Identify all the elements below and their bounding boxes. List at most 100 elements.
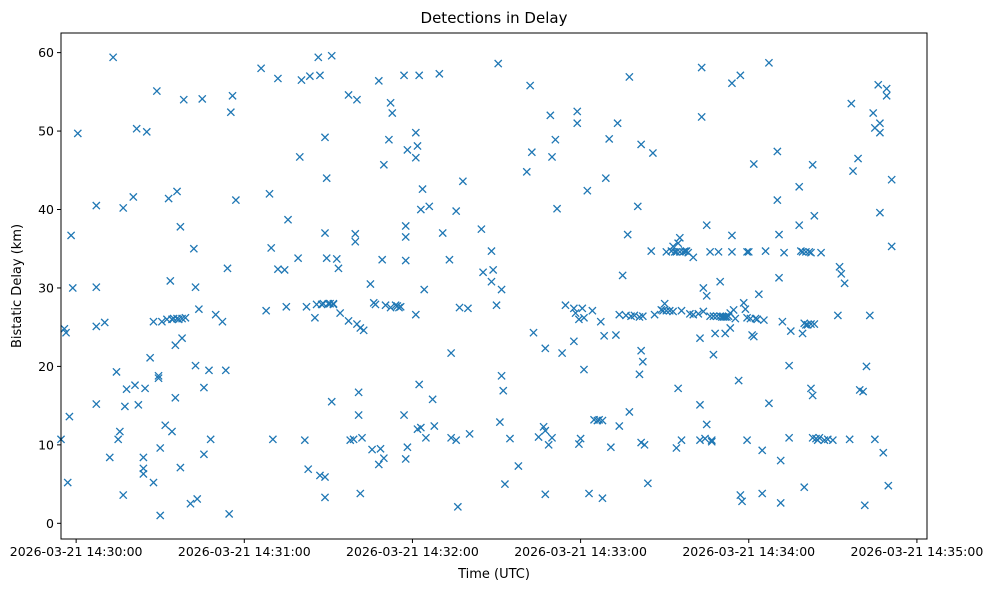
data-point-marker (411, 128, 420, 137)
data-point-marker (806, 384, 816, 393)
data-point-marker (734, 376, 743, 385)
data-point-marker (860, 501, 869, 510)
data-point-marker (583, 186, 592, 195)
data-point-marker (314, 53, 323, 62)
data-point-marker (376, 444, 385, 453)
y-tick-label: 10 (38, 437, 54, 452)
data-point-marker (541, 490, 550, 499)
data-point-marker (415, 71, 424, 80)
data-point-marker (709, 350, 718, 359)
data-point-marker (786, 327, 795, 336)
data-point-marker (552, 204, 562, 213)
data-point-marker (749, 332, 758, 341)
data-point-marker (633, 202, 642, 211)
data-point-marker (569, 304, 578, 313)
data-point-marker (785, 433, 794, 442)
data-point-marker (601, 174, 610, 183)
data-point-marker (320, 472, 330, 482)
data-point-marker (840, 279, 849, 288)
data-point-marker (495, 418, 504, 427)
data-point-marker (574, 315, 583, 324)
data-point-marker (193, 494, 202, 504)
data-point-marker (416, 205, 425, 214)
data-point-marker (795, 221, 804, 230)
data-point-marker (65, 412, 74, 421)
data-point-marker (425, 202, 434, 211)
data-point-marker (695, 400, 705, 409)
data-point-marker (194, 305, 203, 314)
y-tick-label: 60 (38, 45, 54, 60)
data-point-marker (403, 145, 412, 154)
data-point-marker (776, 498, 785, 507)
data-point-marker (706, 312, 715, 321)
data-point-marker (707, 436, 716, 445)
data-point-marker (694, 309, 703, 318)
data-point-marker (336, 309, 345, 318)
data-point-marker (329, 300, 338, 309)
data-point-marker (139, 469, 148, 478)
data-point-marker (810, 211, 819, 220)
data-point-marker (262, 306, 271, 315)
data-point-marker (729, 305, 738, 314)
data-point-marker (815, 433, 824, 442)
data-point-marker (736, 71, 745, 80)
data-point-marker (606, 443, 615, 452)
data-point-marker (702, 420, 711, 429)
data-point-marker (167, 427, 177, 436)
data-point-marker (882, 91, 891, 100)
data-point-marker (322, 254, 331, 263)
data-point-marker (166, 276, 175, 285)
data-point-marker (122, 385, 131, 394)
data-point-marker (374, 76, 383, 85)
data-point-marker (447, 349, 456, 358)
data-point-marker (726, 323, 735, 333)
data-point-marker (558, 349, 567, 358)
data-point-marker (403, 443, 412, 452)
data-point-marker (669, 242, 678, 251)
data-point-marker (226, 108, 235, 117)
data-point-marker (660, 299, 669, 308)
data-point-marker (859, 387, 868, 396)
x-tick-label: 2026-03-21 14:34:00 (682, 544, 815, 559)
data-point-marker (428, 395, 437, 404)
data-point-marker (870, 435, 879, 444)
data-point-marker (378, 255, 387, 264)
data-point-marker (675, 233, 684, 242)
data-point-marker (344, 316, 353, 325)
data-point-marker (579, 313, 589, 322)
data-point-marker (152, 86, 161, 96)
data-point-marker (225, 509, 234, 518)
data-point-marker (879, 448, 888, 457)
data-point-marker (731, 314, 740, 323)
data-point-marker (544, 440, 553, 449)
data-point-marker (379, 454, 388, 463)
data-point-marker (61, 328, 71, 337)
data-point-marker (569, 337, 578, 346)
data-point-marker (105, 453, 114, 462)
data-point-marker (658, 306, 668, 315)
data-point-marker (761, 247, 770, 256)
data-point-marker (635, 370, 644, 379)
data-point-marker (413, 141, 422, 151)
data-point-marker (204, 366, 214, 375)
data-point-marker (875, 119, 884, 128)
data-point-marker (630, 311, 639, 320)
data-point-marker (884, 481, 893, 490)
data-point-marker (273, 265, 282, 274)
data-point-marker (420, 285, 429, 294)
data-point-marker (114, 435, 123, 444)
data-point-marker (743, 247, 752, 256)
data-point-marker (869, 108, 878, 118)
data-point-marker (764, 58, 773, 67)
data-point-marker (697, 112, 706, 122)
data-point-marker (334, 264, 343, 273)
data-point-marker (707, 437, 716, 446)
data-point-marker (677, 436, 686, 445)
data-point-marker (847, 99, 856, 108)
data-point-marker (305, 72, 314, 81)
data-point-marker (579, 365, 589, 374)
data-point-marker (130, 381, 140, 390)
data-point-marker (327, 51, 336, 60)
data-point-marker (808, 160, 817, 169)
data-point-marker (714, 247, 723, 256)
